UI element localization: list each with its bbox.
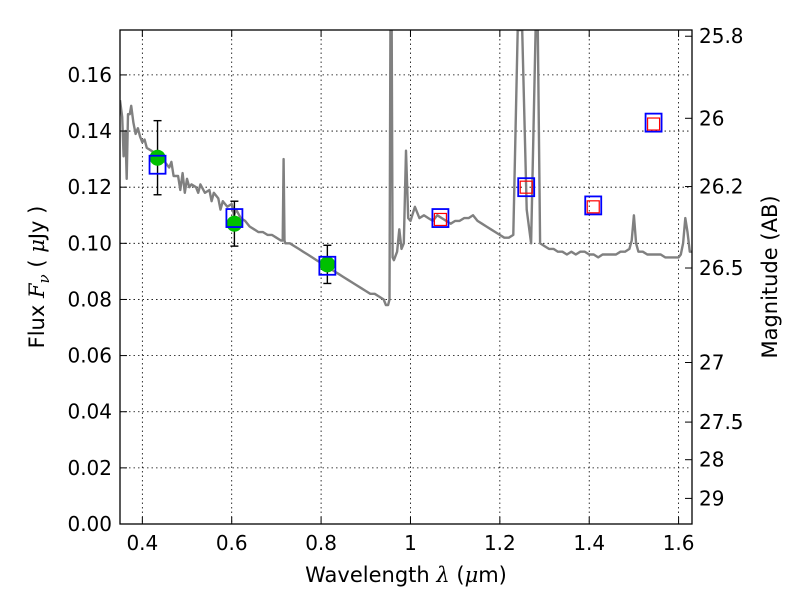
model-photometry-square xyxy=(431,208,450,228)
model-photometry-square xyxy=(644,112,663,133)
y2-tick-label: 27 xyxy=(699,350,724,374)
y2-tick-label: 25.8 xyxy=(699,24,744,48)
model-photometry-inner-square xyxy=(586,200,600,214)
model-photometry-square xyxy=(318,255,337,276)
x-tick-label: 1.6 xyxy=(663,531,695,555)
model-photometry-square xyxy=(517,177,536,198)
model-photometry-inner-square xyxy=(433,212,448,227)
y2-tick-label: 27.5 xyxy=(699,410,744,434)
model-photometry-inner-square xyxy=(519,180,533,194)
x-tick-label: 0.8 xyxy=(305,531,337,555)
ticks: 0.4 0.6 0.8 1 1.2 1.4 1.6 0.00 0.02 0.04 0.06 0.08 0… xyxy=(67,24,743,555)
y-tick-label: 0.16 xyxy=(67,63,112,87)
grid-lines xyxy=(120,30,692,525)
y2-tick-label: 26.2 xyxy=(699,175,744,199)
x-tick-label: 1.4 xyxy=(573,531,605,555)
x-tick-label: 0.6 xyxy=(216,531,248,555)
plot-area xyxy=(120,30,692,307)
y2-tick-label: 26 xyxy=(699,106,724,130)
y2-axis-label: Magnitude (AB) xyxy=(758,195,782,358)
y-tick-label: 0.12 xyxy=(67,175,112,199)
y-tick-label: 0.14 xyxy=(67,119,112,143)
observed-point xyxy=(149,149,166,166)
y-tick-label: 0.10 xyxy=(67,231,112,255)
y2-tick-label: 29 xyxy=(699,486,724,510)
model-spectrum-line xyxy=(120,30,692,307)
x-tick-label: 1 xyxy=(404,531,417,555)
x-tick-label: 1.2 xyxy=(484,531,516,555)
observed-point xyxy=(319,256,336,273)
model-photometry-square xyxy=(148,154,167,175)
data-layer xyxy=(120,30,692,307)
y-tick-label: 0.06 xyxy=(67,344,112,368)
y-tick-label: 0.02 xyxy=(67,456,112,480)
x-tick-label: 0.4 xyxy=(126,531,158,555)
y-tick-label: 0.08 xyxy=(67,287,112,311)
model-photometry-square xyxy=(225,208,244,228)
y-tick-label: 0.04 xyxy=(67,400,112,424)
model-photometry-inner-square xyxy=(646,117,661,131)
model-photometry-square xyxy=(584,195,603,216)
y-tick-label: 0.00 xyxy=(67,512,112,536)
observed-point xyxy=(226,215,243,232)
y2-tick-label: 26.5 xyxy=(699,256,744,280)
x-axis-label: Wavelength λ (μm) xyxy=(305,563,507,587)
plot-frame xyxy=(119,29,693,525)
y2-tick-label: 28 xyxy=(699,448,724,472)
y-axis-label: Flux Fν ( μJy ) xyxy=(25,206,53,349)
